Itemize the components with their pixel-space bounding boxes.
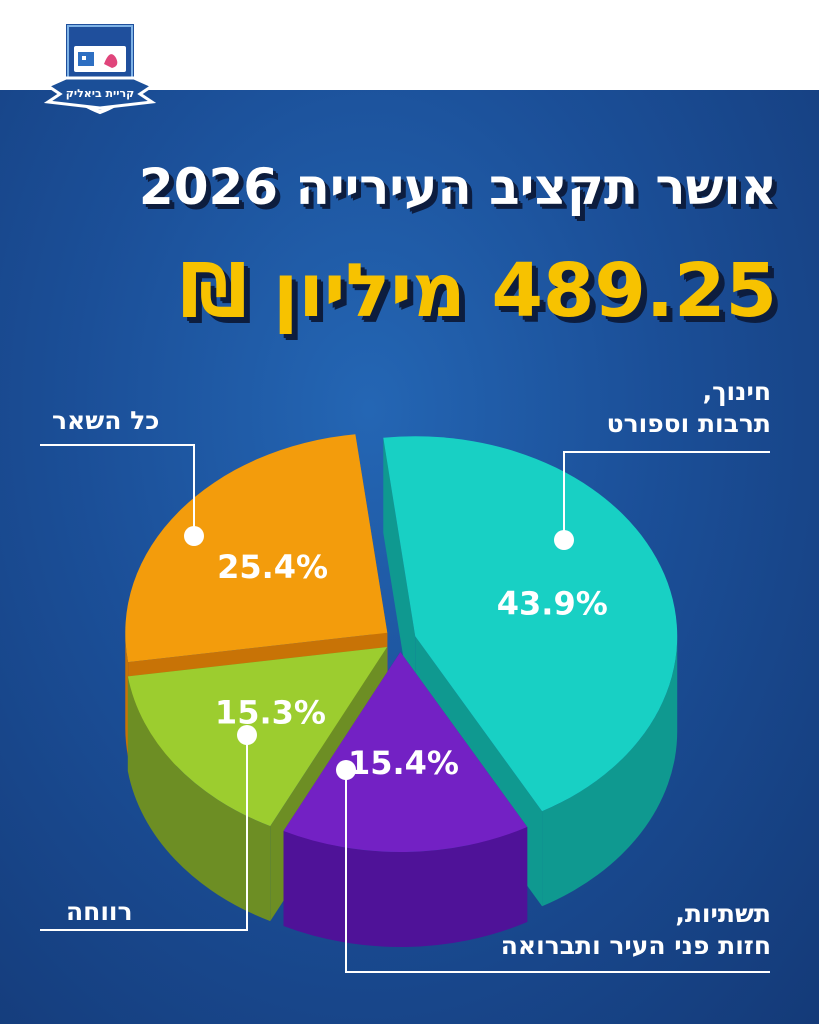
slice-label-other-line1: כל השאר	[52, 406, 160, 435]
slice-label-infrastructure: תשתיות, חזות פני העיר ותברואה	[501, 898, 771, 962]
pie-slice-wall-education-0	[383, 437, 416, 732]
leader-line-education	[563, 451, 770, 540]
city-logo-icon: קריית ביאליק	[44, 20, 156, 115]
leader-dot-education	[554, 530, 574, 550]
pie-slice-rim-infrastructure	[283, 826, 528, 947]
slice-value-welfare: 15.3%	[215, 694, 326, 732]
slice-label-education: חינוך, תרבות וספורט	[607, 376, 771, 440]
logo-caption: קריית ביאליק	[66, 87, 135, 100]
pie-slice-infrastructure	[283, 651, 528, 852]
slice-label-education-line1: חינוך,	[702, 377, 771, 406]
leader-line-welfare	[40, 735, 248, 931]
pie-slice-rim-education	[542, 636, 678, 907]
leader-dot-infrastructure	[336, 760, 356, 780]
slice-label-other: כל השאר	[52, 405, 159, 437]
slice-value-education: 43.9%	[497, 584, 608, 622]
leader-dot-other	[184, 526, 204, 546]
pie-slice-rim-welfare	[127, 676, 271, 922]
pie-slice-rim-other	[125, 632, 129, 758]
slice-label-welfare: רווחה	[66, 896, 133, 928]
leader-line-infrastructure	[345, 770, 770, 973]
pie-slice-other	[125, 434, 388, 663]
slice-value-infrastructure: 15.4%	[348, 744, 459, 782]
slice-label-infrastructure-line1: תשתיות,	[675, 899, 771, 928]
slice-label-welfare-line1: רווחה	[66, 897, 133, 926]
pie-slice-education	[383, 436, 678, 812]
budget-amount: 489.25 מיליון ₪	[180, 248, 777, 334]
leader-line-other	[40, 444, 195, 536]
slice-label-education-line2: תרבות וספורט	[606, 409, 771, 438]
budget-amount-unit: מיליון ₪	[180, 248, 466, 334]
slice-label-infrastructure-line2: חזות פני העיר ותברואה	[500, 931, 771, 960]
leader-dot-welfare	[237, 725, 257, 745]
pie-slice-welfare	[127, 647, 388, 827]
page-title: אושר תקציב העירייה 2026	[138, 158, 777, 216]
pie-slice-tops: 43.9% 15.4% 15.3% 25.4%	[125, 434, 678, 852]
leader-lines	[40, 444, 770, 973]
slice-value-other: 25.4%	[217, 548, 328, 586]
budget-amount-value: 489.25	[491, 248, 777, 334]
